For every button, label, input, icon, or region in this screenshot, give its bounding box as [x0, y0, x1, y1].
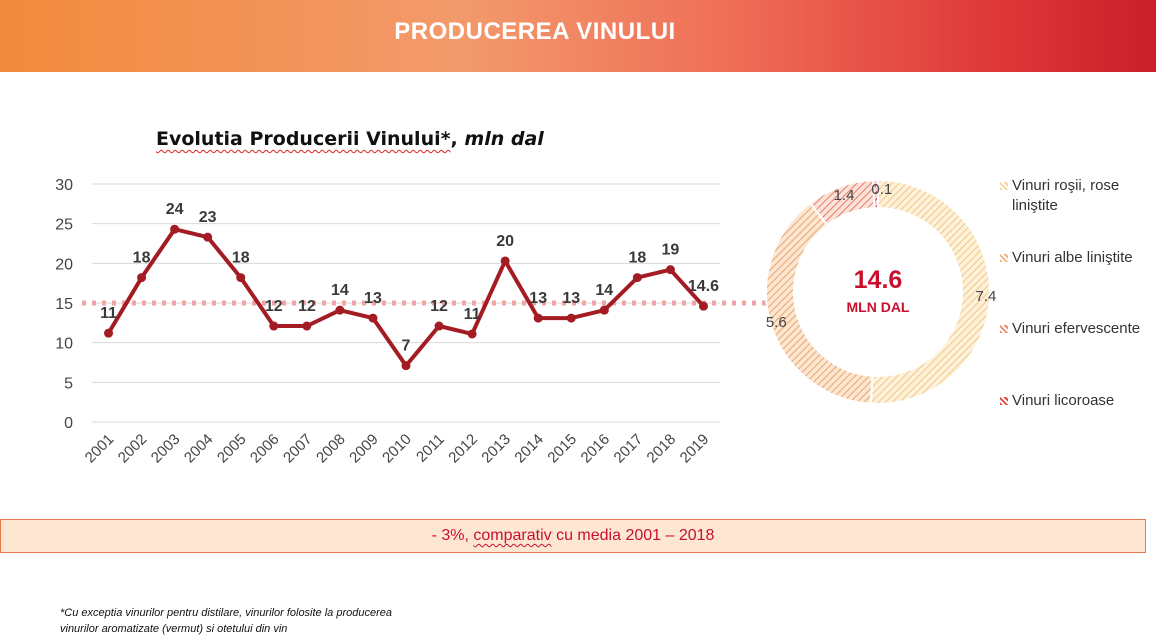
data-label: 24 — [166, 201, 184, 218]
legend-label: Vinuri licoroase — [1012, 392, 1115, 409]
y-tick-label: 5 — [64, 375, 73, 392]
data-point — [599, 305, 609, 315]
data-point — [302, 321, 312, 331]
data-label: 18 — [133, 250, 151, 267]
x-tick-label: 2002 — [115, 431, 151, 467]
legend-swatch — [1000, 397, 1008, 405]
data-label: 12 — [430, 298, 448, 315]
x-tick-label: 2006 — [247, 431, 283, 467]
data-label: 13 — [364, 290, 382, 307]
x-tick-label: 2008 — [313, 431, 349, 467]
donut-chart: 7.4 5.6 1.4 0.1 — [765, 178, 997, 405]
data-point — [104, 328, 114, 338]
slice-label: 7.4 — [976, 288, 997, 305]
data-point — [632, 273, 642, 283]
data-label: 18 — [232, 250, 250, 267]
data-point — [269, 321, 279, 331]
y-tick-label: 15 — [55, 296, 73, 313]
legend-label: Vinuri efervescente — [1012, 320, 1141, 337]
data-point — [698, 301, 708, 311]
y-tick-label: 10 — [55, 336, 73, 353]
x-tick-label: 2004 — [181, 431, 217, 467]
x-tick-label: 2017 — [611, 431, 647, 467]
x-tick-label: 2011 — [413, 431, 448, 466]
data-label: 18 — [628, 250, 646, 267]
slice-label: 1.4 — [834, 187, 855, 204]
data-label: 20 — [496, 233, 514, 250]
x-tick-label: 2003 — [148, 431, 184, 467]
data-label: 12 — [298, 298, 316, 315]
legend-swatch — [1000, 325, 1008, 333]
data-label: 14 — [595, 282, 613, 299]
data-point — [566, 313, 576, 323]
legend-label: Vinuri albe liniştite — [1012, 249, 1133, 266]
y-tick-label: 0 — [64, 415, 73, 432]
callout-wavy-word: comparativ — [473, 527, 552, 544]
x-tick-label: 2012 — [445, 431, 481, 467]
legend-swatch — [1000, 254, 1008, 262]
data-point — [236, 273, 246, 283]
data-label: 14 — [331, 282, 349, 299]
data-label: 23 — [199, 209, 217, 226]
data-label: 12 — [265, 298, 283, 315]
x-tick-label: 2009 — [346, 431, 382, 467]
donut-center-unit: MLN DAL — [846, 299, 910, 315]
data-point — [335, 305, 345, 315]
data-label: 7 — [402, 338, 411, 355]
data-label: 19 — [662, 242, 680, 259]
data-point — [500, 256, 510, 266]
x-tick-label: 2010 — [379, 431, 415, 467]
data-label: 11 — [100, 305, 117, 322]
callout-suffix: cu media 2001 – 2018 — [551, 527, 715, 544]
data-point — [401, 361, 411, 371]
page-title: PRODUCEREA VINULUI — [394, 18, 676, 45]
legend-swatch — [1000, 182, 1008, 190]
x-tick-label: 2018 — [644, 431, 680, 467]
y-tick-label: 30 — [55, 177, 73, 194]
data-label: 11 — [464, 306, 481, 323]
data-label: 13 — [562, 290, 580, 307]
data-point — [368, 313, 378, 323]
header-banner: PRODUCEREA VINULUI — [0, 0, 1156, 72]
data-point — [434, 321, 444, 331]
x-tick-label: 2001 — [82, 431, 118, 467]
slice-label: 0.1 — [871, 181, 892, 198]
donut-center-value: 14.6 — [853, 266, 903, 294]
data-point — [467, 329, 477, 339]
data-point — [533, 313, 543, 323]
x-tick-label: 2014 — [511, 431, 547, 467]
x-tick-label: 2013 — [478, 431, 514, 467]
x-tick-label: 2007 — [280, 431, 316, 467]
data-label: 13 — [529, 290, 547, 307]
comparison-callout: - 3%, comparativ cu media 2001 – 2018 — [0, 519, 1146, 553]
line-chart-title: Evolutia Producerii Vinului*, mln dal — [156, 128, 544, 150]
line-chart-title-unit: mln dal — [464, 128, 544, 150]
callout-prefix: - 3%, — [431, 527, 474, 544]
donut-slice — [872, 178, 879, 210]
donut-slice — [869, 178, 992, 405]
data-point — [203, 232, 213, 242]
footnote-line-1: *Cu exceptia vinurilor pentru distilare,… — [60, 607, 392, 619]
data-label: 14.6 — [688, 278, 719, 295]
footnote-line-2: vinurilor aromatizate (vermut) si otetul… — [60, 623, 288, 635]
data-point — [137, 273, 147, 283]
data-point — [665, 265, 675, 275]
slice-label: 5.6 — [766, 314, 787, 331]
data-point — [170, 224, 180, 234]
x-tick-label: 2016 — [578, 431, 614, 467]
footnote: *Cu exceptia vinurilor pentru distilare,… — [60, 605, 480, 637]
x-tick-label: 2019 — [677, 431, 713, 467]
y-tick-label: 20 — [55, 256, 73, 273]
y-tick-label: 25 — [55, 217, 73, 234]
line-chart-title-text: Evolutia Producerii Vinului* — [156, 128, 451, 150]
x-tick-label: 2015 — [544, 431, 580, 467]
x-tick-label: 2005 — [214, 431, 250, 467]
legend-label: Vinuri roşii, rose liniştite — [1012, 177, 1120, 214]
